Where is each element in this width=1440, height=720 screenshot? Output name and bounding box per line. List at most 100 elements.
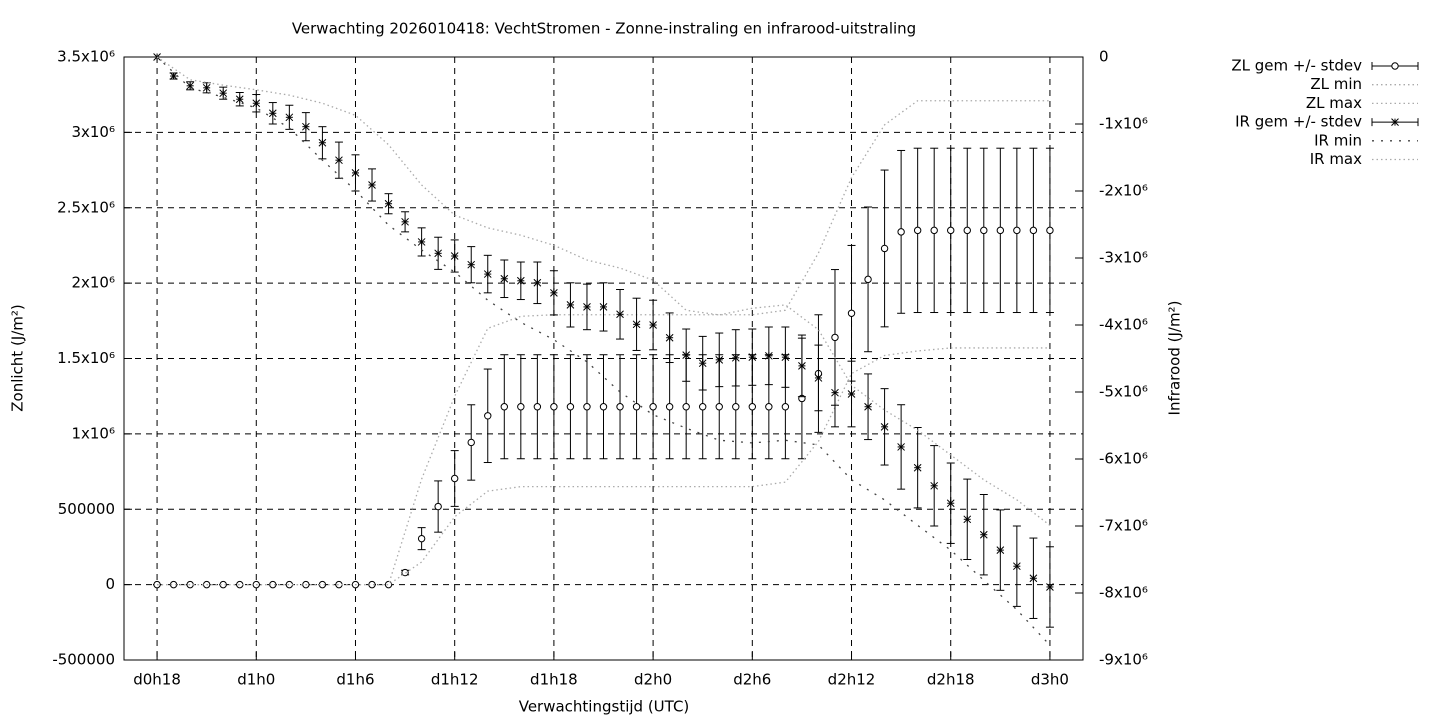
marker: [632, 320, 641, 329]
marker: [665, 333, 674, 342]
x-tick-label: d1h18: [530, 671, 578, 689]
marker: [235, 95, 244, 104]
marker: [169, 580, 178, 589]
legend-label: ZL max: [1306, 94, 1362, 112]
marker: [897, 443, 905, 451]
marker: [979, 530, 988, 539]
legend-label: ZL gem +/- stdev: [1231, 57, 1362, 75]
marker: [798, 362, 806, 370]
marker: [764, 351, 773, 360]
marker: [682, 403, 690, 411]
marker: [748, 353, 757, 362]
marker: [1391, 62, 1399, 70]
y2-tick-label: -6x10⁶: [1099, 450, 1148, 468]
marker: [616, 310, 624, 319]
marker: [699, 403, 707, 411]
marker: [417, 534, 426, 543]
marker: [368, 181, 376, 189]
marker: [616, 403, 624, 411]
marker: [583, 303, 591, 311]
x-tick-label: d2h18: [927, 671, 975, 689]
legend-label: IR gem +/- stdev: [1235, 113, 1362, 131]
marker: [913, 226, 922, 235]
marker: [1046, 583, 1054, 591]
marker: [765, 403, 773, 411]
marker: [715, 355, 724, 364]
x-tick-label: d1h12: [431, 671, 479, 689]
y-tick-label: 1.5x10⁶: [57, 349, 115, 367]
legend-marker: [1391, 62, 1399, 70]
marker: [186, 580, 194, 589]
y2-tick-label: -8x10⁶: [1099, 584, 1148, 602]
marker: [285, 113, 294, 122]
legend-label: IR max: [1310, 150, 1362, 168]
marker: [318, 138, 327, 147]
marker: [516, 276, 525, 285]
y-tick-label: 1x10⁶: [71, 424, 115, 442]
marker: [814, 374, 823, 382]
marker: [864, 402, 872, 411]
y-tick-label: 0: [105, 575, 115, 593]
y2-tick-label: -9x10⁶: [1099, 651, 1148, 669]
marker: [202, 83, 211, 92]
marker: [434, 249, 443, 258]
marker: [450, 252, 459, 260]
plot-frame: [123, 56, 1084, 661]
marker: [1046, 226, 1054, 235]
marker: [483, 270, 492, 278]
marker: [550, 403, 558, 411]
marker: [434, 502, 442, 511]
marker: [467, 438, 475, 447]
y-tick-label: 3x10⁶: [71, 123, 115, 141]
marker: [219, 89, 228, 98]
marker: [335, 156, 343, 165]
y2-tick-label: -1x10⁶: [1099, 115, 1148, 133]
marker: [1013, 562, 1021, 571]
marker: [500, 274, 509, 283]
marker: [1013, 226, 1021, 235]
marker: [781, 353, 790, 362]
marker: [996, 546, 1005, 554]
marker: [401, 217, 409, 226]
marker: [268, 109, 277, 118]
marker: [963, 226, 971, 235]
marker: [947, 226, 955, 235]
y2-tick-label: 0: [1099, 48, 1109, 66]
marker: [583, 403, 591, 411]
marker: [698, 359, 707, 368]
marker: [1029, 226, 1038, 235]
marker: [880, 244, 889, 253]
range-line: [157, 100, 1050, 586]
marker: [285, 580, 294, 589]
marker: [302, 122, 310, 131]
marker: [897, 228, 905, 236]
marker: [930, 481, 939, 490]
x-tick-label: d1h0: [237, 671, 275, 689]
marker: [781, 403, 790, 411]
y-tick-label: -500000: [52, 651, 115, 669]
y-axis-label: Zonlicht (J/m²): [9, 304, 27, 412]
marker: [500, 403, 508, 411]
marker: [847, 390, 856, 398]
x-tick-label: d3h0: [1031, 671, 1069, 689]
marker: [599, 303, 608, 311]
marker: [533, 403, 542, 411]
y-tick-label: 2x10⁶: [71, 274, 115, 292]
marker: [632, 403, 641, 411]
marker: [484, 412, 492, 420]
marker: [219, 580, 227, 589]
marker: [847, 309, 856, 317]
marker: [533, 278, 542, 287]
marker: [946, 499, 955, 508]
y2-tick-label: -4x10⁶: [1099, 316, 1148, 334]
y2-tick-label: -5x10⁶: [1099, 383, 1148, 401]
x-tick-label: d2h12: [828, 671, 876, 689]
marker: [649, 403, 657, 411]
marker: [1391, 118, 1399, 126]
marker: [417, 238, 426, 246]
legend-label: IR min: [1314, 131, 1362, 149]
marker: [517, 403, 525, 411]
marker: [913, 463, 922, 472]
legend-label: ZL min: [1310, 75, 1362, 93]
